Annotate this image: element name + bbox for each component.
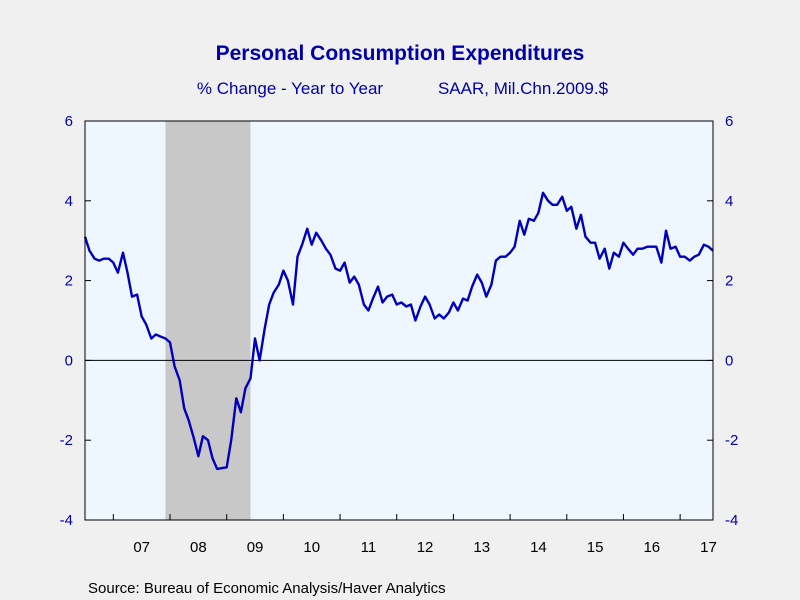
axes-group: -4 -4 -2 -2 0 0 2 2 4 4 6 6 07 08 09 10 11 12 13 14 15 16 17 (60, 113, 739, 556)
chart-title: Personal Consumption Expenditures (216, 42, 585, 65)
y-tick-label-right: 6 (725, 113, 733, 130)
y-tick-label-left: 6 (65, 113, 73, 130)
x-tick-label: 10 (303, 539, 320, 556)
source-note: Source: Bureau of Economic Analysis/Have… (88, 580, 446, 597)
series-line-1 (83, 191, 714, 471)
x-tick-label: 12 (417, 539, 434, 556)
x-tick-label: 09 (247, 539, 264, 556)
x-tick-label: 11 (361, 539, 377, 556)
y-tick-label-right: -2 (725, 432, 738, 449)
y-tick-label-right: -4 (725, 512, 738, 529)
x-tick-label: 16 (643, 539, 660, 556)
chart-subtitle-left: % Change - Year to Year (197, 79, 384, 98)
x-tick-label: 15 (587, 539, 604, 556)
y-tick-label-right: 0 (725, 352, 733, 369)
series-group (83, 191, 714, 471)
x-tick-label: 13 (473, 539, 490, 556)
recession-shading-group (165, 121, 251, 520)
x-tick-label: 08 (190, 539, 207, 556)
x-tick-label: 07 (133, 539, 150, 556)
x-tick-label: 14 (530, 539, 547, 556)
x-tick-label: 17 (700, 539, 717, 556)
y-tick-label-right: 2 (725, 273, 733, 290)
recession-band (165, 121, 251, 520)
y-tick-label-left: -2 (60, 432, 73, 449)
y-tick-label-left: 4 (65, 193, 73, 210)
y-tick-label-left: 0 (65, 352, 73, 369)
y-tick-label-left: -4 (60, 512, 73, 529)
y-tick-label-left: 2 (65, 273, 73, 290)
chart-subtitle-right: SAAR, Mil.Chn.2009.$ (438, 79, 609, 98)
plot-frame (84, 120, 714, 521)
y-tick-label-right: 4 (725, 193, 733, 210)
